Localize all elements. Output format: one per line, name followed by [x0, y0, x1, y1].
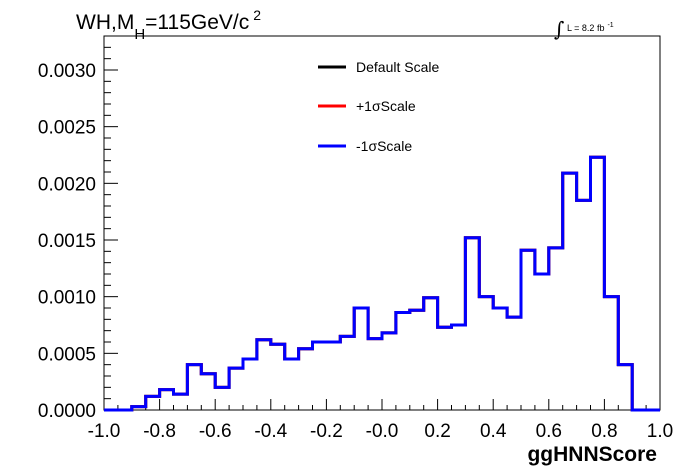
lumi-superscript: -1	[607, 22, 613, 29]
chart-title-subscript: H	[134, 26, 145, 43]
series-layer	[104, 155, 660, 412]
x-tick-label: 0.8	[591, 421, 617, 442]
x-tick-label: -1.0	[88, 421, 121, 442]
y-tick-label: 0.0010	[38, 288, 96, 309]
x-tick-label: 0.4	[480, 421, 507, 442]
series-line-2	[104, 155, 660, 412]
chart-title-superscript: 2	[253, 7, 261, 23]
x-tick-label: 0.2	[424, 421, 450, 442]
x-tick-label: 1.0	[647, 421, 673, 442]
y-tick-label: 0.0020	[38, 174, 96, 195]
plot-frame	[103, 35, 661, 411]
x-axis-title: ggHNNScore	[527, 443, 657, 466]
x-tick-label: -0.0	[366, 421, 399, 442]
chart-title: WH,MH=115GeV/c 2	[76, 7, 261, 43]
y-axis: 0.0000 0.0005 0.0010 0.0015 0.0020 0.0025 0.00…	[38, 35, 118, 422]
legend: Default Scale +1σScale -1σScale	[318, 59, 439, 154]
y-tick-label: 0.0000	[38, 401, 96, 422]
x-axis: -1.0 -0.8 -0.6 -0.4 -0.2 -0.0 0.2 0.4 0.6 0.8 1.0	[88, 399, 673, 442]
lumi-integral-symbol: ∫	[554, 17, 564, 41]
chart-title-rest: =115GeV/c	[145, 11, 249, 34]
y-tick-label: 0.0005	[38, 344, 96, 365]
legend-label-0: Default Scale	[356, 59, 439, 75]
legend-label-1: +1σScale	[356, 98, 416, 114]
x-tick-label: -0.2	[310, 421, 343, 442]
x-tick-label: -0.4	[254, 421, 287, 442]
x-tick-label: -0.6	[199, 421, 232, 442]
legend-label-2: -1σScale	[356, 138, 412, 154]
x-tick-label: -0.8	[143, 421, 176, 442]
lumi-text: L = 8.2 fb	[567, 23, 604, 33]
lumi-annotation: L = 8.2 fb -1	[567, 22, 614, 33]
x-tick-label: 0.6	[536, 421, 562, 442]
y-tick-label: 0.0015	[38, 231, 96, 252]
y-tick-label: 0.0030	[38, 61, 96, 82]
y-tick-label: 0.0025	[38, 118, 96, 139]
chart-title-main: WH,M	[76, 11, 134, 34]
